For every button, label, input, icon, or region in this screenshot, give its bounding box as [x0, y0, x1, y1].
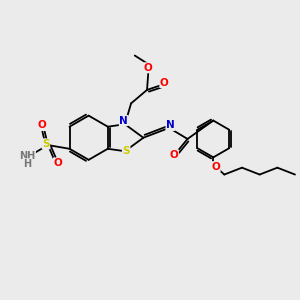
Text: O: O [38, 121, 46, 130]
Text: H: H [23, 159, 32, 169]
Text: O: O [160, 77, 169, 88]
Text: O: O [170, 150, 178, 160]
Text: N: N [166, 121, 175, 130]
Text: N: N [119, 116, 128, 126]
Text: S: S [122, 146, 130, 156]
Text: O: O [212, 162, 220, 172]
Text: O: O [53, 158, 62, 168]
Text: S: S [42, 139, 50, 149]
Text: NH: NH [19, 151, 35, 161]
Text: O: O [144, 63, 153, 73]
